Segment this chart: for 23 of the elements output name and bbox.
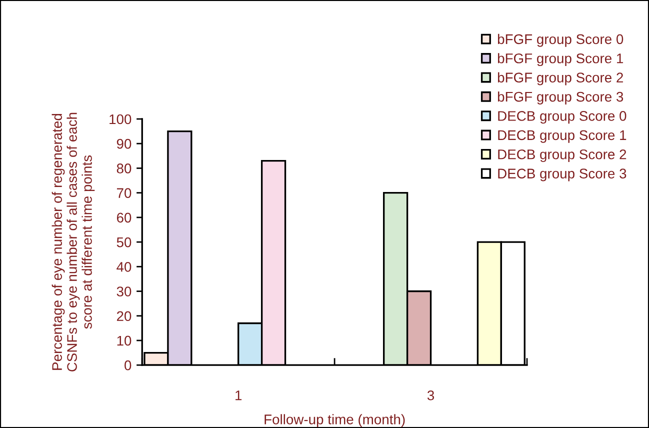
y-tick-label: 30 — [116, 286, 132, 296]
legend-label: bFGF group Score 3 — [498, 91, 624, 104]
y-tick-label: 50 — [116, 237, 132, 248]
legend-label: DECB group Score 3 — [498, 168, 626, 182]
x-tick-label: 3 — [427, 390, 434, 400]
legend-label: bFGF group Score 0 — [498, 34, 624, 47]
y-tick-label: 100 — [110, 114, 132, 124]
y-tick-label: 0 — [124, 360, 132, 370]
legend-label: bFGF group Score 2 — [498, 72, 623, 86]
y-tick-label: 90 — [116, 138, 132, 149]
legend-label: DECB group Score 2 — [498, 149, 626, 162]
legend-label: DECB group Score 1 — [498, 130, 626, 143]
x-axis-title: Follow-up time (month) — [264, 414, 405, 428]
x-tick-label: 1 — [236, 390, 242, 400]
legend-label: bFGF group Score 1 — [498, 53, 623, 66]
legend-label: DECB group Score 0 — [498, 111, 626, 124]
y-axis-title: Percentage of eye number of regenerated CSNFs to eye number of all cases of each score at different time points — [52, 112, 95, 372]
y-tick-label: 20 — [116, 311, 132, 322]
y-tick-label: 60 — [116, 212, 132, 223]
y-tick-label: 10 — [117, 336, 132, 346]
y-tick-label: 40 — [116, 262, 132, 272]
y-tick-label: 80 — [116, 164, 132, 174]
y-tick-label: 70 — [116, 188, 132, 198]
